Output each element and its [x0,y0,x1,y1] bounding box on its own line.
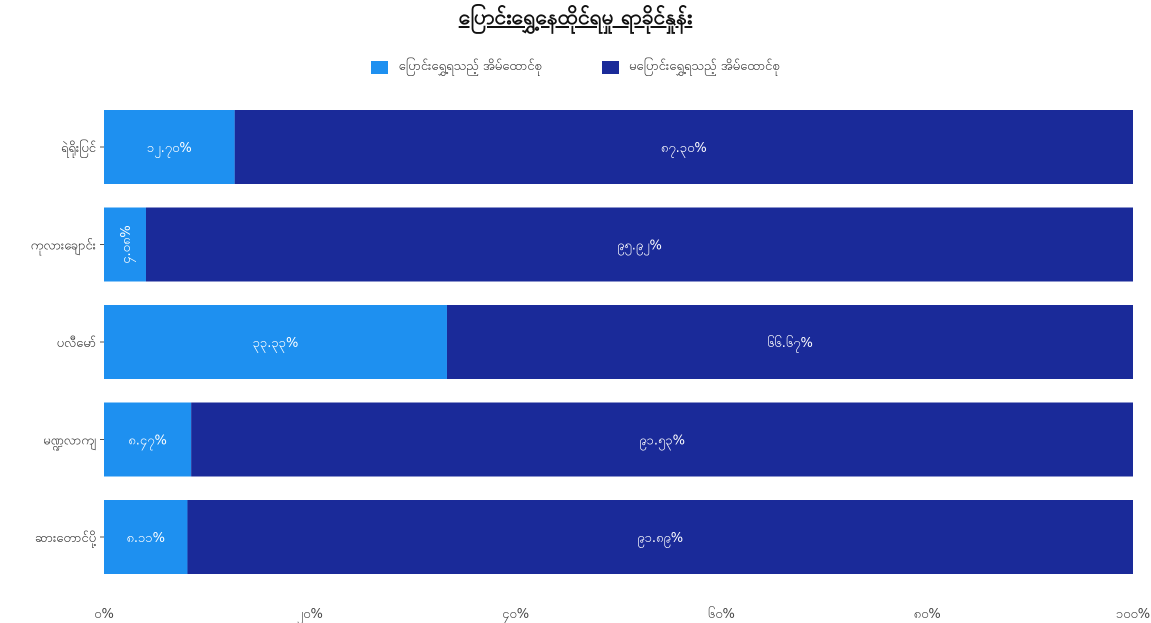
x-tick-label: ၂၀% [297,607,323,623]
data-label: ၈၇.၃၀% [661,141,707,158]
bar-segment [446,305,1133,379]
data-label: ၉၅.၉၂% [617,239,662,256]
chart-title: ပြောင်းရွှေ့နေထိုင်ရမှု ရာခိုင်နှုန်း [458,5,693,29]
category-label: ဆားတောင်ပို့ [35,530,96,548]
bar-segment [104,305,447,379]
bar-segment [191,402,1133,477]
chart-legend: ပြောင်းရွှေ့ရသည့် အိမ်ထောင်စု မပြောင်းရွ… [0,58,1151,77]
legend-label-moved: ပြောင်းရွှေ့ရသည့် အိမ်ထောင်စု [398,59,542,74]
legend-swatch-not-moved [601,61,619,74]
data-label: ၃၃.၃၃% [253,336,299,353]
category-label: ပလီမော် [57,335,97,351]
legend-label-not-moved: မပြောင်းရွှေ့ရသည့် အိမ်ထောင်စု [629,59,780,74]
category-label: ရဲရိုးပြင် [61,139,97,158]
x-tick-label: ၄၀% [502,607,529,623]
data-label: ၄.၀၈% [119,225,136,264]
x-tick-label: ၆၀% [708,606,735,622]
bar-segment [234,110,1134,184]
x-tick-label: ၀% [94,607,114,622]
x-tick-label: ၁၀၀% [1116,607,1150,622]
bar-segment [187,500,1133,574]
data-label: ၉၁.၅၃% [639,434,685,451]
bar-segment [104,110,235,184]
legend-swatch-moved [371,61,389,74]
bar-segment [104,207,146,282]
data-label: ၉၁.၈၉% [637,531,683,548]
data-label: ၁၂.၇၀% [147,141,192,158]
data-label: ၈.၁၁% [126,531,165,546]
bar-segment [104,402,192,477]
bar-segment [145,207,1133,282]
x-tick-label: ၈၀% [914,607,941,622]
data-label: ၈.၄၇% [128,434,167,451]
data-label: ၆၆.၆၇% [767,335,813,353]
legend-item-not-moved: မပြောင်းရွှေ့ရသည့် အိမ်ထောင်စု [601,58,780,77]
bar-segment [104,500,188,574]
category-label: မဏ္ဍလာကျ [43,434,96,451]
legend-item-moved: ပြောင်းရွှေ့ရသည့် အိမ်ထောင်စု [371,58,542,77]
category-label: ကုလားချောင်း [31,238,96,256]
